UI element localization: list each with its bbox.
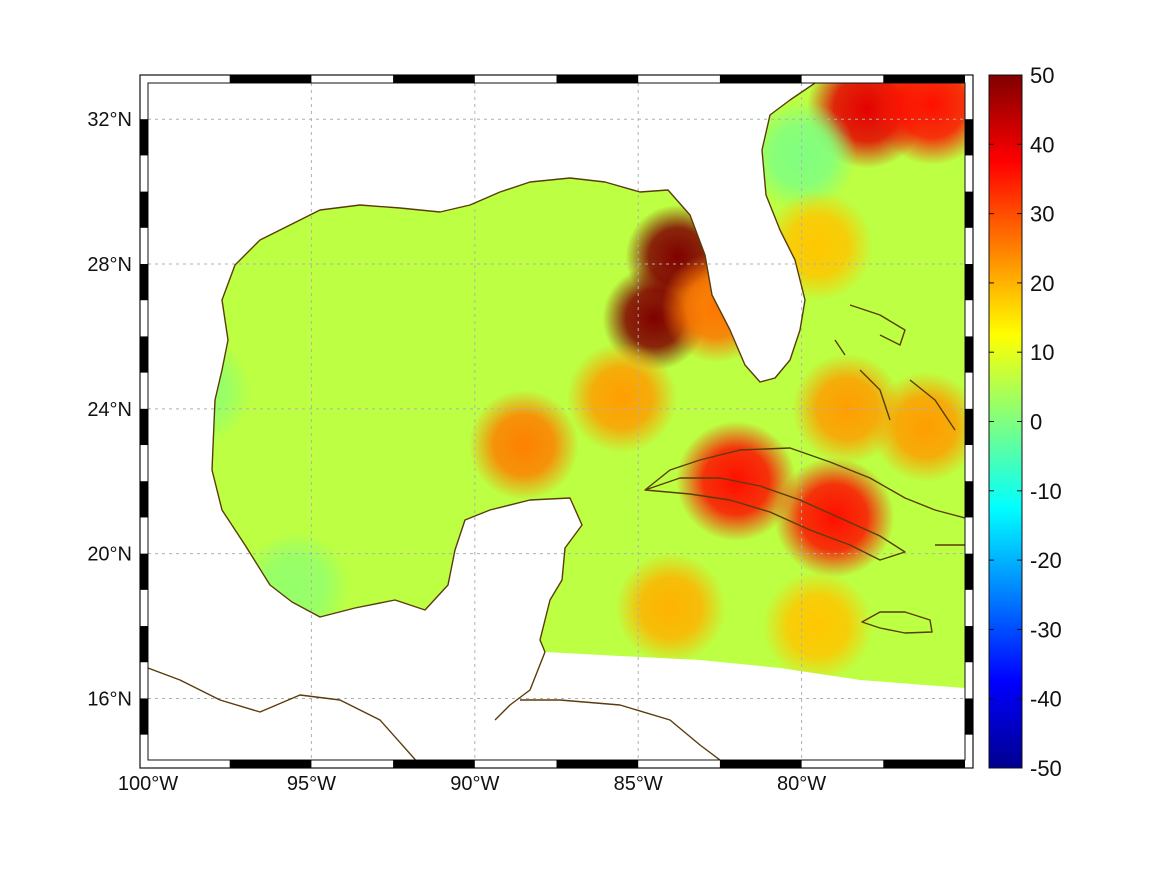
frame-segment <box>965 553 973 590</box>
colorbar <box>988 74 1023 769</box>
map-frame <box>139 74 974 769</box>
frame-segment <box>229 760 312 768</box>
y-tick-labels: 32°N 28°N 24°N 20°N 16°N <box>87 109 132 710</box>
colorbar-tick-label: 50 <box>1030 63 1054 88</box>
frame-segment <box>140 408 148 446</box>
colorbar-tick-label: -10 <box>1030 479 1062 504</box>
grid <box>148 83 965 760</box>
colorbar-tick-label: -20 <box>1030 548 1062 573</box>
field-anomaly <box>762 571 873 682</box>
x-tick-labels: 100°W 95°W 90°W 85°W 80°W <box>118 773 826 795</box>
x-tick-label: 90°W <box>450 773 499 795</box>
field-anomaly <box>870 371 965 482</box>
field-anomaly <box>212 335 253 446</box>
x-tick-label: 85°W <box>614 773 663 795</box>
colorbar-tick-label: 20 <box>1030 271 1054 296</box>
frame-segment <box>883 760 965 768</box>
colorbar-tick-label: 0 <box>1030 410 1042 435</box>
frame-segment <box>965 698 973 735</box>
x-tick-label: 80°W <box>777 773 826 795</box>
frame-segment <box>965 191 973 228</box>
field-anomaly <box>774 457 895 578</box>
frame-segment <box>393 760 475 768</box>
field-anomaly <box>872 83 965 165</box>
frame-segment <box>140 264 148 301</box>
colorbar-tick-label: 40 <box>1030 132 1054 157</box>
x-tick-label: 95°W <box>287 773 336 795</box>
frame-segment <box>556 75 639 83</box>
frame-segment <box>965 626 973 663</box>
coastline-bahamas <box>834 304 956 431</box>
coastlines <box>148 83 965 760</box>
frame-segment <box>719 760 802 768</box>
frame-segment <box>965 264 973 301</box>
frame-segment <box>965 408 973 446</box>
frame-segment <box>140 553 148 590</box>
frame-segment <box>140 698 148 735</box>
frame-segment <box>229 75 312 83</box>
colorbar-tick-label: -30 <box>1030 617 1062 642</box>
y-tick-label: 20°N <box>87 544 132 566</box>
colorbar-tick-label: -40 <box>1030 687 1062 712</box>
frame-segment <box>965 336 973 373</box>
field-anomaly <box>566 342 677 453</box>
coastline-central-america <box>148 651 721 760</box>
field-anomaly <box>615 552 726 663</box>
x-tick-label: 100°W <box>118 773 178 795</box>
frame-segment <box>140 119 148 156</box>
frame-segment <box>140 626 148 663</box>
y-tick-label: 32°N <box>87 109 132 131</box>
field-anomaly <box>468 390 579 501</box>
y-tick-label: 24°N <box>87 399 132 421</box>
colorbar-ticks: 50 40 30 20 10 0 -10 -20 -30 -40 -50 <box>989 63 1062 781</box>
frame-segment <box>556 760 639 768</box>
frame-segment <box>965 119 973 156</box>
frame-segment <box>140 336 148 373</box>
y-tick-label: 28°N <box>87 254 132 276</box>
coastline-north-gulf-florida <box>214 83 816 401</box>
colorbar-tick-label: 30 <box>1030 202 1054 227</box>
colorbar-tick-label: 10 <box>1030 340 1054 365</box>
frame-segment <box>965 481 973 518</box>
colorbar-tick-label: -50 <box>1030 756 1062 781</box>
frame-segment <box>140 191 148 228</box>
coastline-cuba <box>644 447 965 561</box>
coastline-gulf <box>211 399 583 653</box>
frame-segment <box>719 75 802 83</box>
coastline-jamaica <box>861 611 933 634</box>
frame-segment <box>883 75 965 83</box>
frame-segment <box>140 481 148 518</box>
frame-segment <box>393 75 475 83</box>
y-tick-label: 16°N <box>87 688 132 710</box>
